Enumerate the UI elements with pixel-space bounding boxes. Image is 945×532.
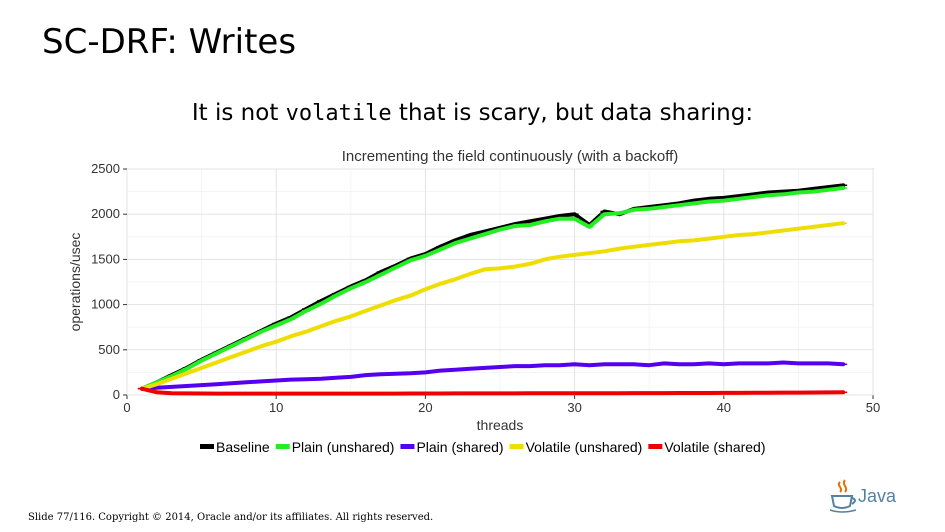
- legend-label: Volatile (shared): [664, 439, 765, 455]
- subtitle-text-start: It is not: [191, 100, 286, 126]
- x-tick-label: 10: [269, 400, 283, 415]
- x-tick-label: 30: [567, 400, 581, 415]
- legend-swatch: [648, 444, 663, 449]
- java-logo-text: Java: [858, 486, 897, 506]
- x-tick-label: 0: [123, 400, 130, 415]
- java-cup-icon: [829, 479, 857, 513]
- chart-title: Incrementing the field continuously (wit…: [342, 148, 679, 165]
- y-tick-label: 2000: [91, 206, 120, 221]
- line-chart: 0 10 20 30 40 5005001000150020002500Increment…: [67, 148, 880, 455]
- x-tick-label: 50: [866, 400, 880, 415]
- y-axis-label: operations/usec: [67, 233, 83, 332]
- y-tick-label: 500: [98, 342, 120, 357]
- x-tick-label: 40: [717, 400, 731, 415]
- slide-subtitle: It is not volatile that is scary, but da…: [0, 100, 945, 126]
- y-tick-label: 0: [113, 387, 120, 402]
- subtitle-text-end: that is scary, but data sharing:: [391, 100, 754, 126]
- legend-label: Plain (shared): [416, 439, 503, 455]
- x-axis-label: threads: [477, 417, 524, 433]
- y-tick-label: 2500: [91, 161, 120, 176]
- legend-label: Plain (unshared): [292, 439, 395, 455]
- legend-label: Baseline: [216, 439, 270, 455]
- y-tick-label: 1500: [91, 251, 120, 266]
- legend-label: Volatile (unshared): [526, 439, 643, 455]
- legend-swatch: [509, 444, 524, 449]
- legend-swatch: [400, 444, 415, 449]
- legend-swatch: [200, 444, 214, 449]
- slide-footer: Slide 77/116. Copyright © 2014, Oracle a…: [28, 512, 434, 523]
- x-tick-label: 20: [418, 400, 432, 415]
- y-tick-label: 1000: [91, 297, 120, 312]
- subtitle-code: volatile: [285, 101, 392, 126]
- slide-title: SC-DRF: Writes: [42, 22, 297, 62]
- legend-swatch: [275, 444, 290, 449]
